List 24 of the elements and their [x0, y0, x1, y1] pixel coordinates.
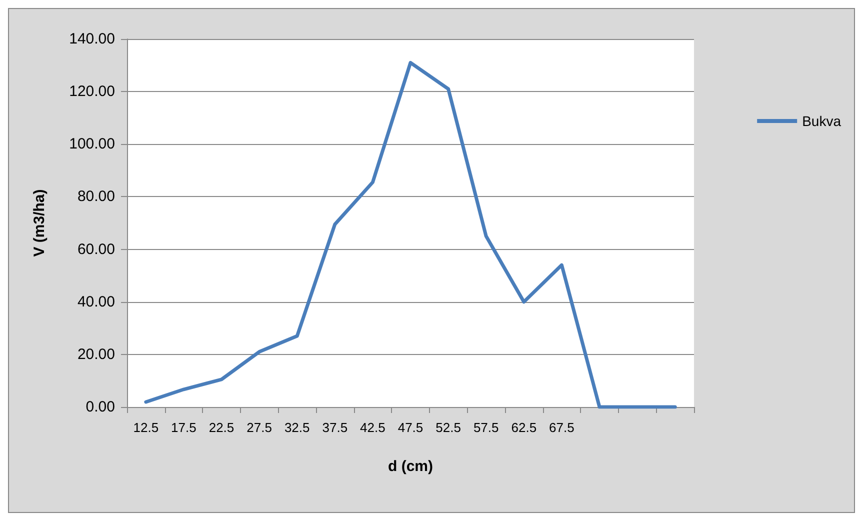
- x-tick-label: 37.5: [322, 420, 348, 435]
- x-tick-label: 42.5: [360, 420, 386, 435]
- line-series: [144, 60, 677, 409]
- x-tick-label: 52.5: [436, 420, 461, 435]
- x-tick-label: 47.5: [398, 420, 424, 435]
- y-tick-label: 80.00: [77, 188, 115, 206]
- x-tick-label: 12.5: [133, 420, 159, 435]
- x-tick-label: 67.5: [549, 420, 574, 435]
- x-tick-label: 22.5: [208, 420, 234, 435]
- y-tick-label: 60.00: [77, 240, 115, 258]
- y-tick-label: 120.00: [69, 83, 115, 100]
- x-tick-label: 62.5: [511, 420, 537, 435]
- y-tick-label: 140.00: [69, 30, 115, 48]
- y-tick-label: 0.00: [86, 398, 115, 416]
- legend-label: Bukva: [802, 113, 842, 129]
- y-tick-label: 40.00: [77, 293, 115, 310]
- y-tick-label: 100.00: [69, 136, 115, 153]
- x-tick-label: 17.5: [171, 420, 196, 435]
- y-tick-label: 20.00: [77, 346, 115, 363]
- x-tick-label: 57.5: [473, 420, 499, 435]
- y-axis-title: V (m3/ha): [31, 189, 48, 257]
- x-axis-title: d (cm): [388, 458, 434, 475]
- x-tick-label: 27.5: [246, 420, 272, 435]
- x-tick-label: 32.5: [284, 420, 310, 435]
